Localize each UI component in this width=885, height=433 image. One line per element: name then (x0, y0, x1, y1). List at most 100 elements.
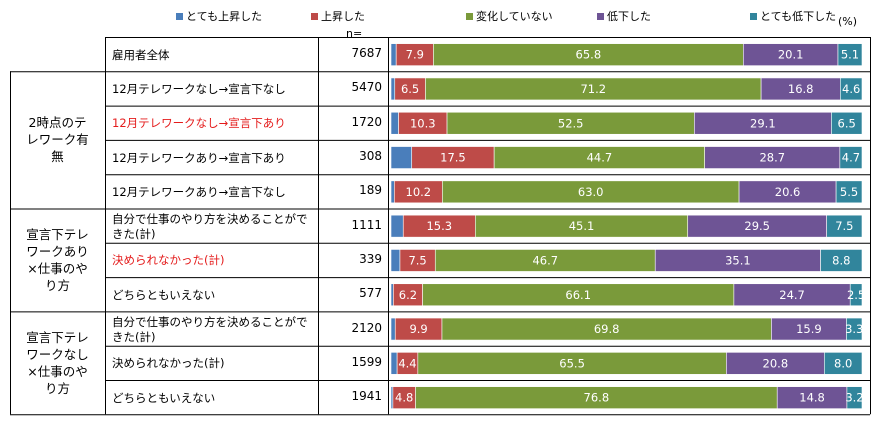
row-n-value: 7687 (351, 46, 382, 61)
legend-label: とても上昇した (186, 10, 263, 23)
bar-segment (826, 214, 863, 238)
legend-label: 変化していない (476, 10, 553, 23)
data-label: 69.8 (594, 322, 620, 336)
data-label: 10.3 (410, 116, 436, 130)
row-label: 自分で仕事のやり方を決めることができた(計) (112, 211, 308, 241)
bar-segment (840, 77, 863, 101)
row-label: 雇用者全体 (112, 47, 170, 62)
row-label: 決められなかった(計) (112, 356, 225, 371)
data-label: 4.6 (842, 82, 860, 96)
data-label: 35.1 (725, 253, 751, 267)
bar-segment (849, 283, 863, 307)
chart-legend: とても上昇した 上昇した 変化していない 低下した とても低下した (0, 0, 885, 26)
row-label: 12月テレワークあり→宣言下あり (112, 150, 286, 165)
data-label: 44.7 (587, 151, 613, 165)
data-label: 28.7 (759, 151, 785, 165)
bar-segment (390, 146, 413, 169)
legend-item: 変化していない (466, 8, 553, 24)
row-n-value: 189 (359, 183, 382, 198)
row-n-value: 1941 (351, 389, 382, 404)
data-label: 71.2 (580, 82, 606, 96)
legend-label: 低下した (607, 10, 651, 23)
row-n-value: 1720 (351, 114, 382, 129)
bar-segment (390, 77, 396, 101)
legend-label: 上昇した (321, 10, 365, 23)
row-label: 12月テレワークあり→宣言下なし (112, 184, 286, 199)
row-n-value: 339 (359, 251, 382, 266)
percent-unit-label: (%) (838, 15, 858, 28)
data-label: 16.8 (788, 82, 814, 96)
row-n-value: 577 (359, 286, 382, 301)
group-label: 2時点のテレワーク有無 (26, 115, 89, 165)
row-label: どちらともいえない (112, 390, 216, 405)
data-label: 8.0 (834, 356, 852, 370)
data-label: 6.5 (401, 82, 419, 96)
row-label: 自分で仕事のやり方を決めることができた(計) (112, 314, 308, 344)
data-label: 10.2 (406, 185, 432, 199)
bar-segment (390, 352, 398, 375)
legend-item: とても上昇した (176, 8, 262, 24)
legend-item: とても低下した (750, 8, 836, 24)
data-label: 5.1 (841, 48, 859, 62)
data-label: 3.3 (845, 322, 863, 336)
row-n-value: 308 (359, 149, 382, 164)
bar-segment (846, 317, 863, 341)
legend-item: 低下した (597, 8, 651, 24)
bar-segment (390, 180, 395, 204)
legend-swatch (311, 12, 318, 20)
row-n-value: 1111 (351, 217, 382, 232)
data-label: 3.2 (845, 391, 863, 405)
bar-segment (390, 43, 397, 66)
data-label: 2.5 (847, 288, 865, 302)
data-label: 52.5 (558, 116, 584, 130)
row-n-value: 2120 (351, 320, 382, 335)
data-label: 29.5 (744, 219, 770, 233)
data-label: 46.7 (532, 253, 558, 267)
bar-segment (390, 111, 399, 135)
data-label: 65.8 (576, 48, 602, 62)
data-label: 4.8 (395, 391, 413, 405)
group-label: 宣言下テレワークなし×仕事のやり方 (26, 329, 89, 396)
data-label: 7.9 (406, 48, 424, 62)
data-label: 29.1 (750, 116, 776, 130)
data-label: 4.7 (842, 151, 860, 165)
data-label: 7.5 (408, 253, 426, 267)
legend-item: 上昇した (311, 8, 365, 24)
bar-segment (390, 283, 394, 307)
data-label: 15.9 (796, 322, 822, 336)
bar-segment (820, 249, 863, 272)
bar-segment (824, 352, 863, 375)
data-label: 9.9 (409, 322, 427, 336)
bar-segment (839, 146, 863, 169)
legend-label: とても低下した (760, 10, 837, 23)
bar-segment (837, 43, 863, 66)
bar-segment (835, 180, 863, 204)
data-label: 20.8 (763, 356, 789, 370)
bar-segment (390, 249, 401, 272)
row-n-value: 5470 (351, 80, 382, 95)
data-label: 6.5 (838, 116, 856, 130)
data-label: 65.5 (559, 356, 585, 370)
legend-swatch (466, 12, 473, 20)
bar-segment (831, 111, 863, 135)
data-label: 66.1 (565, 288, 591, 302)
data-label: 4.4 (398, 356, 416, 370)
data-label: 5.5 (840, 185, 858, 199)
data-label: 14.8 (799, 391, 825, 405)
row-label: 12月テレワークなし→宣言下なし (112, 81, 286, 96)
data-label: 6.2 (399, 288, 417, 302)
data-label: 20.6 (775, 185, 801, 199)
legend-swatch (597, 12, 604, 20)
bar-segment (390, 214, 404, 238)
legend-swatch (750, 12, 757, 20)
data-label: 45.1 (569, 219, 595, 233)
data-label: 15.3 (426, 219, 452, 233)
data-label: 24.7 (779, 288, 805, 302)
data-label: 76.8 (584, 391, 610, 405)
n-header: n= (346, 27, 363, 40)
bar-segment (390, 317, 396, 341)
row-label: どちらともいえない (112, 287, 216, 302)
data-label: 8.8 (832, 253, 850, 267)
